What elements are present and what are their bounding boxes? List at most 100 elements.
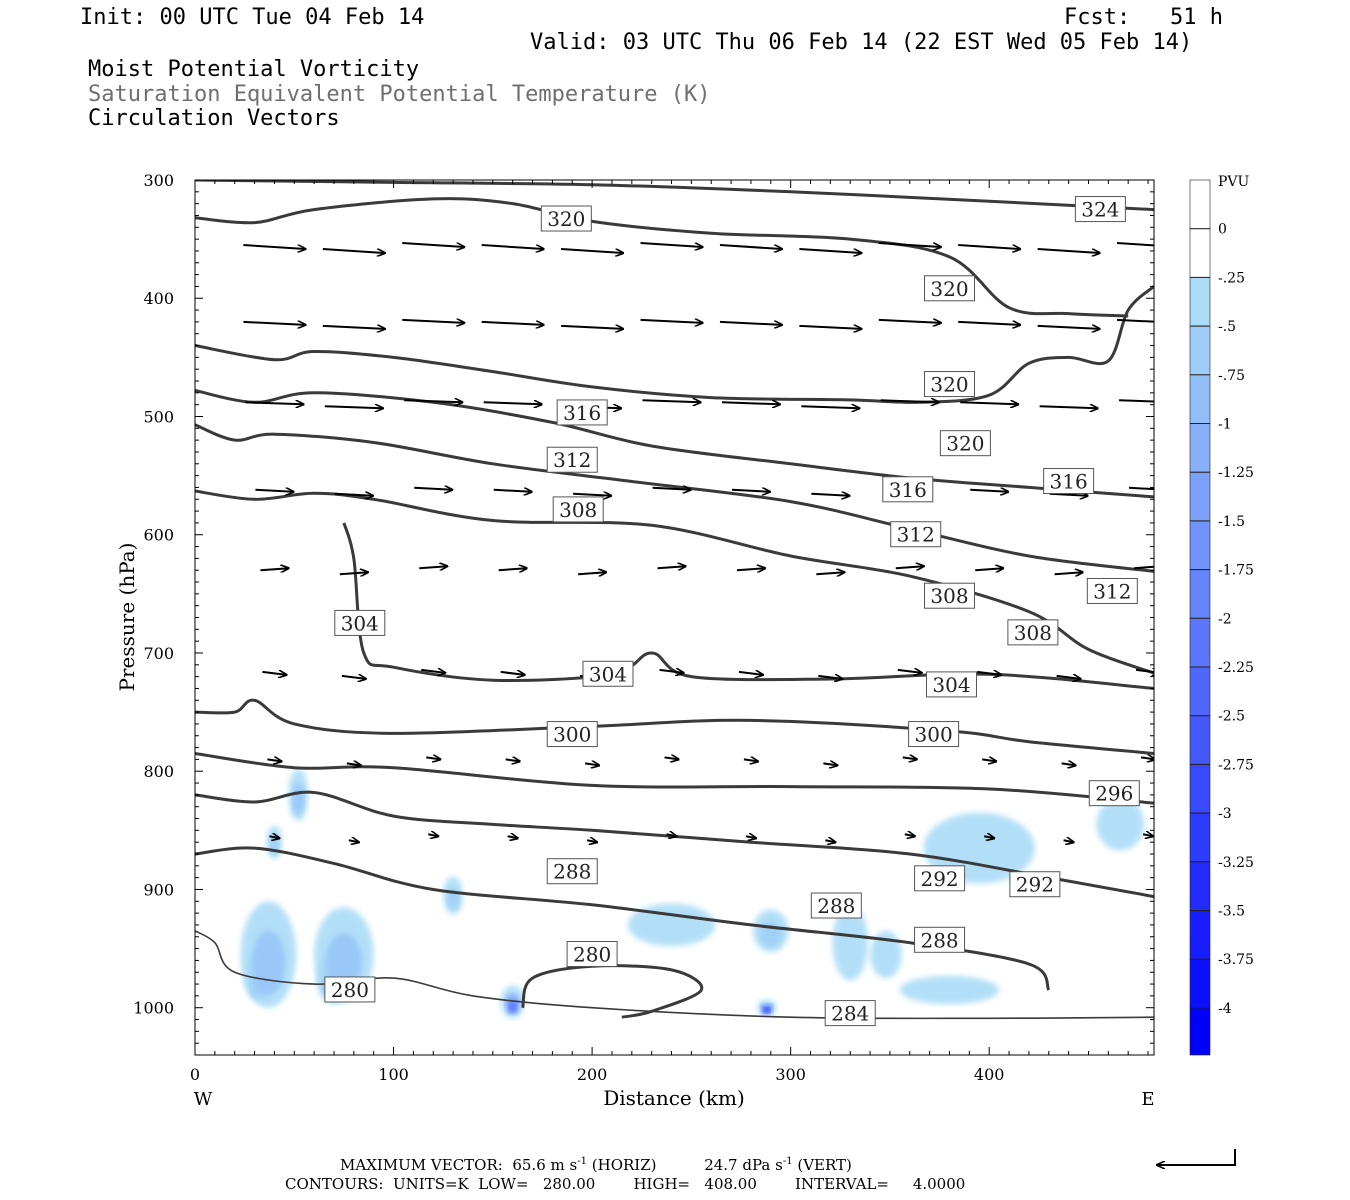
contour-label: 308 bbox=[923, 582, 975, 609]
circulation-vector bbox=[483, 402, 542, 404]
circulation-vector bbox=[897, 670, 922, 673]
contour-label-text: 308 bbox=[1014, 621, 1052, 645]
circulation-vector bbox=[1119, 399, 1154, 403]
colorbar-label: -3 bbox=[1218, 806, 1232, 822]
contour-label-text: 280 bbox=[331, 978, 369, 1002]
colorbar-swatch bbox=[1189, 179, 1211, 230]
circulation-vector bbox=[561, 248, 623, 253]
colorbar-label: -3.25 bbox=[1218, 855, 1254, 871]
circulation-vector bbox=[1135, 670, 1154, 673]
x-tick-label: 100 bbox=[378, 1065, 409, 1084]
contour-label-text: 280 bbox=[573, 942, 611, 966]
contour-label-box bbox=[546, 858, 598, 885]
contour-label: 292 bbox=[1009, 871, 1061, 898]
pv-patch bbox=[832, 904, 869, 981]
contour-label: 320 bbox=[939, 430, 991, 457]
circulation-vector bbox=[507, 836, 518, 838]
contour-label: 304 bbox=[334, 609, 386, 636]
circulation-vector bbox=[666, 834, 677, 836]
y-tick-label: 300 bbox=[143, 171, 174, 190]
contour-label-box bbox=[939, 430, 991, 457]
circulation-vector bbox=[1054, 572, 1083, 574]
circulation-vector bbox=[652, 488, 691, 490]
circulation-vector bbox=[262, 672, 286, 675]
contour-label-text: 292 bbox=[1016, 873, 1054, 897]
contour-label: 304 bbox=[925, 671, 977, 698]
circulation-vector bbox=[878, 242, 941, 247]
circulation-vector bbox=[960, 402, 1018, 404]
isentrope-308 bbox=[195, 489, 1154, 675]
contour-label-text: 304 bbox=[341, 611, 379, 635]
circulation-vector bbox=[977, 672, 1001, 675]
pv-patch-core bbox=[251, 930, 286, 995]
contour-label-box bbox=[1086, 577, 1138, 604]
circulation-vector bbox=[958, 244, 1020, 249]
contour-label-box bbox=[1007, 619, 1059, 646]
contour-label-text: 320 bbox=[547, 207, 585, 231]
contour-label-text: 288 bbox=[817, 894, 855, 918]
x-axis-east-label: E bbox=[1141, 1089, 1154, 1110]
contour-label-box bbox=[890, 521, 942, 548]
colorbar-label: -1.5 bbox=[1218, 514, 1245, 530]
colorbar-swatch bbox=[1189, 617, 1211, 668]
circulation-vector bbox=[902, 757, 917, 759]
circulation-vector bbox=[267, 759, 281, 761]
isentrope-280 bbox=[521, 964, 704, 1019]
contour-label-box bbox=[1009, 871, 1061, 898]
colorbar-label: -.25 bbox=[1218, 270, 1245, 286]
circulation-vector bbox=[1063, 840, 1074, 842]
circulation-vector bbox=[1049, 494, 1088, 496]
circulation-vector bbox=[975, 568, 1003, 570]
pv-patch-max bbox=[508, 1000, 517, 1013]
circulation-vector bbox=[721, 402, 780, 404]
colorbar-label: -3.75 bbox=[1218, 952, 1254, 968]
circulation-vector bbox=[664, 757, 679, 759]
colorbar-label: -2.5 bbox=[1218, 709, 1245, 725]
contour-label-text: 324 bbox=[1081, 198, 1119, 222]
colorbar-swatch bbox=[1189, 910, 1211, 960]
circulation-vector bbox=[1037, 326, 1100, 329]
contour-label-text: 308 bbox=[559, 498, 597, 522]
circulation-vector bbox=[958, 322, 1020, 325]
circulation-vector bbox=[745, 836, 756, 838]
colorbar-swatch bbox=[1189, 764, 1211, 814]
circulation-vector bbox=[586, 840, 597, 842]
title-vectors: Circulation Vectors bbox=[88, 106, 340, 131]
isentrope-296 bbox=[195, 752, 1154, 805]
x-axis-label: Distance (km) bbox=[603, 1086, 745, 1110]
colorbar-unit: PVU bbox=[1218, 174, 1250, 190]
vert-tag: (VERT) bbox=[797, 1156, 852, 1174]
circulation-vector bbox=[982, 759, 996, 761]
x-tick-label: 200 bbox=[577, 1065, 608, 1084]
circulation-vector bbox=[255, 490, 293, 492]
circulation-vector bbox=[880, 400, 939, 402]
contour-label: 280 bbox=[566, 940, 618, 967]
contour-label: 312 bbox=[546, 446, 598, 473]
contour-label-box bbox=[324, 976, 376, 1003]
x-axis-west-label: W bbox=[194, 1089, 213, 1110]
circulation-vector bbox=[895, 566, 924, 568]
contour-label: 308 bbox=[552, 496, 604, 523]
circulation-vector bbox=[428, 834, 438, 836]
circulation-vector bbox=[799, 248, 861, 253]
contour-label-text: 320 bbox=[930, 277, 968, 301]
contour-label-box bbox=[923, 371, 975, 398]
colorbar-swatch bbox=[1189, 325, 1211, 376]
circulation-vector bbox=[743, 759, 758, 761]
contour-label: 292 bbox=[914, 865, 966, 892]
contour-label-box bbox=[914, 926, 966, 953]
contour-label: 320 bbox=[923, 371, 975, 398]
contour-label-text: 316 bbox=[563, 401, 601, 425]
circulation-vector bbox=[1116, 242, 1154, 247]
circulation-vector bbox=[736, 568, 765, 570]
circulation-vector bbox=[825, 840, 835, 842]
colorbar-swatch bbox=[1189, 277, 1211, 327]
colorbar-label: -2 bbox=[1218, 611, 1232, 627]
circulation-vector bbox=[346, 763, 361, 765]
colorbar-swatch bbox=[1189, 569, 1211, 619]
isentrope-316 bbox=[195, 389, 1154, 499]
circulation-vector bbox=[970, 490, 1008, 492]
max-vert-value: 24.7 dPa s bbox=[704, 1156, 783, 1174]
circulation-vector bbox=[498, 568, 527, 570]
